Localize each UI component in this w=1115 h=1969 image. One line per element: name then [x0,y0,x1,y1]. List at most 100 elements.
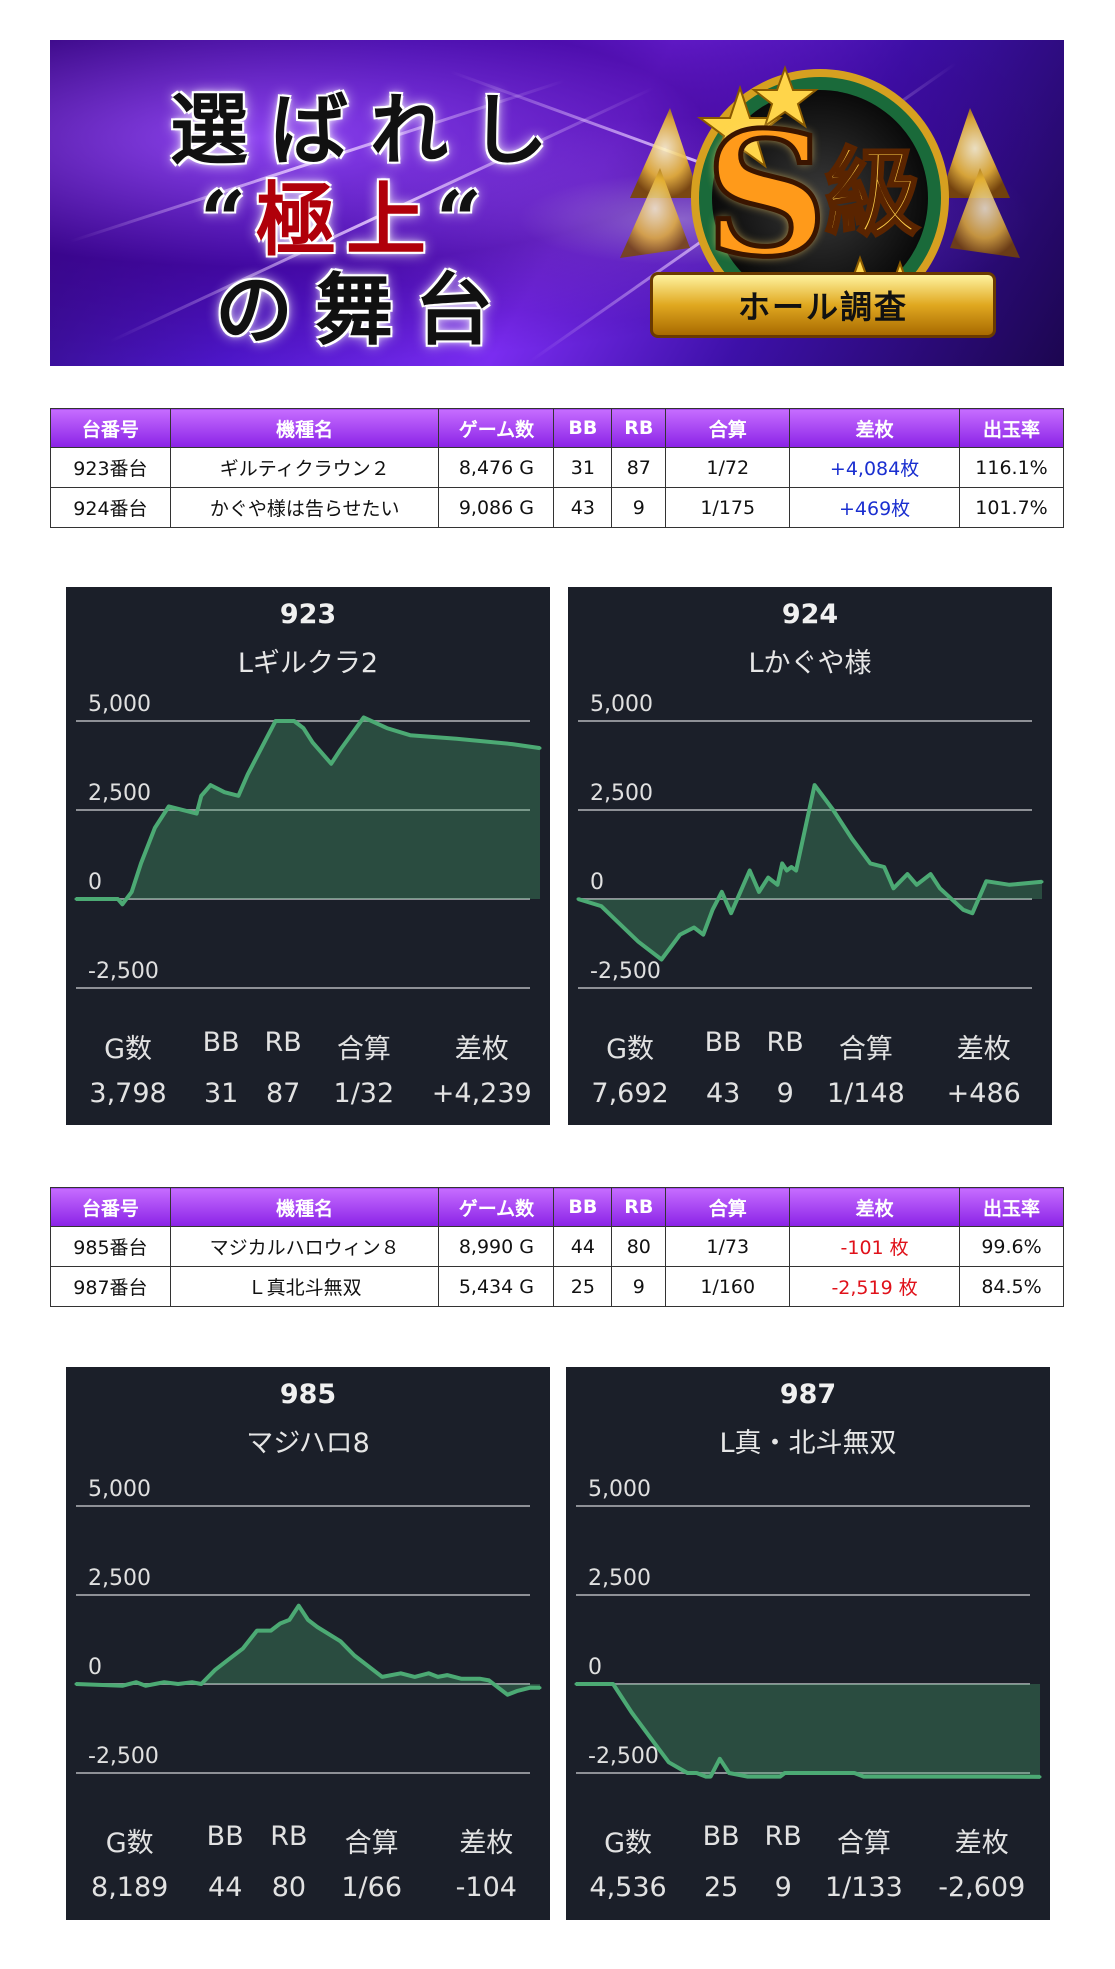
series-point [701,933,705,937]
series-point [339,748,342,751]
cell-unit-number: 923番台 [50,447,171,488]
series-point [436,1675,440,1679]
s-class-badge: S 級 ホール調査 [610,48,1030,358]
series-point [529,1686,533,1690]
stat-label-rb: RB [766,1027,804,1058]
series-point [780,861,784,865]
stat-label-coin-diff: 差枚 [956,1034,1011,1065]
cell-bb-count: 31 [553,447,613,488]
series-point [116,897,120,901]
series-point [678,933,682,937]
series-point [720,890,724,894]
series-point [576,897,580,901]
cell-bb-count: 43 [553,487,613,528]
series-point [766,876,770,880]
cell-coin-diff: -2,519 枚 [789,1266,960,1307]
cell-machine-name: かぐや様は告らせたい [169,487,440,528]
machine-chart-card-985: 985 マジハロ8 5,000 2,500 0 -2,500 G数 BB RB 合算 差枚 8,189… [66,1367,550,1920]
series-point [915,883,919,887]
series-point [287,1618,291,1622]
header-rb-count: RB [611,408,667,448]
series-point [385,726,389,730]
stat-label-coin-diff: 差枚 [459,1828,514,1859]
series-point [510,742,514,746]
machine-short-name: Lギルクラ2 [237,648,379,679]
series-point [139,861,143,865]
machine-number: 985 [279,1379,337,1410]
coin-diff-chart: 5,000 2,500 0 -2,500 [74,692,542,989]
cell-combined-odds: 1/175 [665,487,791,528]
cell-unit-number: 987番台 [50,1266,171,1307]
series-point [399,1671,403,1675]
series-point [459,1677,463,1681]
stats-summary: G数 BB RB 合算 差枚 4,536 25 9 1/133 -2,609 [566,1821,1050,1903]
series-point [478,1677,482,1681]
table-row: 987番台 Ｌ真北斗無双 5,434 G 25 9 1/160 -2,519 枚 84.5% [50,1266,1064,1307]
series-point [246,772,250,776]
cell-machine-name: Ｌ真北斗無双 [169,1266,440,1307]
banner-title-line2: “極上“ [200,156,492,272]
header-coin-diff: 差枚 [789,1187,960,1227]
header-combined-odds: 合算 [665,1187,791,1227]
table-header-row: 台番号 機種名 ゲーム数 BB RB 合算 差枚 出玉率 [50,408,1064,448]
cell-payout-rate: 84.5% [959,1266,1064,1307]
series-point [839,1771,842,1775]
stat-value-coin-diff: -104 [455,1872,517,1903]
y-tick-label: 5,000 [88,692,151,717]
series-line [576,1682,1041,1779]
cell-machine-name: マジカルハロウィン８ [169,1226,440,1267]
header-game-count: ゲーム数 [438,1187,555,1227]
y-tick-label: 2,500 [588,1566,651,1591]
badge-kyu-letter: 級 [823,138,921,249]
cell-coin-diff: -101 枚 [789,1226,960,1267]
stat-label-rb: RB [264,1027,302,1058]
y-tick-label: -2,500 [88,1744,159,1769]
stat-label-game-count: G数 [604,1828,653,1859]
series-point [636,940,640,944]
series-point [718,1757,722,1761]
cell-coin-diff: +4,084枚 [789,447,961,488]
machine-number: 924 [781,599,839,630]
machine-number: 987 [779,1379,837,1410]
series-point [945,1775,949,1779]
series-point [769,1775,773,1779]
series-point [301,726,305,730]
series-point [831,808,835,812]
machine-short-name: Lかぐや様 [748,648,872,679]
badge-emblem-icon [620,65,1020,327]
series-point [961,908,965,912]
cell-machine-name: ギルティクラウン２ [169,447,440,488]
stat-value-game-count: 4,536 [589,1872,667,1903]
cell-combined-odds: 1/73 [665,1226,791,1267]
stat-label-game-count: G数 [104,1034,153,1065]
cell-combined-odds: 1/160 [665,1266,791,1307]
series-area [76,717,540,905]
cell-game-count: 9,086 G [438,487,555,528]
series-point [970,911,974,915]
stat-value-coin-diff: -2,609 [938,1872,1026,1903]
series-area [76,1605,540,1695]
series-point [153,1682,157,1686]
cell-payout-rate: 116.1% [959,447,1064,488]
series-point [760,1775,764,1779]
stat-label-bb: BB [702,1821,740,1852]
close-quote: “ [436,173,493,267]
stat-value-coin-diff: +486 [946,1078,1021,1109]
series-point [866,1775,870,1779]
stat-value-combined: 1/66 [341,1872,402,1903]
series-point [783,1771,787,1775]
y-tick-label: 0 [588,1655,602,1680]
series-point [801,1771,805,1775]
series-point [306,1618,310,1622]
series-point [74,1682,78,1686]
series-point [660,958,663,961]
stats-summary: G数 BB RB 合算 差枚 7,692 43 9 1/148 +486 [568,1027,1052,1109]
series-point [574,1682,578,1686]
header-payout-rate: 出玉率 [959,408,1064,448]
series-point [984,879,988,883]
series-point [195,812,199,816]
series-point [868,861,872,865]
stat-label-game-count: G数 [105,1828,154,1859]
series-point [776,883,779,887]
ribbon-text: ホール調査 [737,288,908,326]
